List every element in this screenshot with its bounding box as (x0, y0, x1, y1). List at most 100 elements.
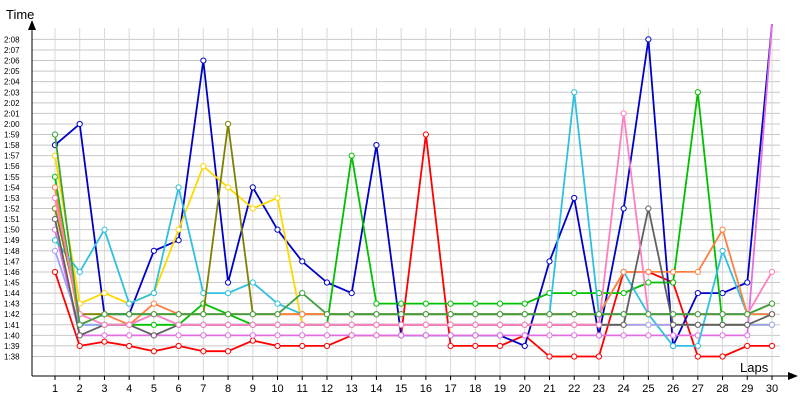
y-tick-label: 1:49 (4, 236, 20, 245)
data-point (175, 226, 182, 233)
data-point (101, 226, 108, 233)
data-point (175, 184, 182, 191)
data-point (101, 289, 108, 297)
data-point (768, 342, 776, 350)
x-tick-label: 18 (469, 383, 481, 395)
data-point (694, 268, 701, 276)
data-point (175, 321, 182, 328)
data-point (373, 321, 380, 328)
data-point (323, 279, 331, 286)
data-point (76, 120, 83, 128)
series-line (54, 133, 772, 358)
x-tick-label: 4 (126, 383, 132, 395)
data-point (51, 268, 59, 276)
data-point (694, 311, 701, 318)
x-tick-label: 25 (642, 383, 654, 395)
data-point (200, 311, 207, 318)
x-tick-label: 6 (176, 383, 182, 395)
data-point (224, 311, 232, 318)
axes: 1:38 1:39 1:401:41 1:421:43 1:441:45 1:46 1:47… (4, 20, 798, 395)
y-tick-label: 1:47 (4, 257, 20, 266)
data-point (51, 247, 59, 254)
data-point (175, 332, 182, 339)
x-tick-label: 20 (519, 383, 531, 395)
data-point (224, 332, 232, 339)
data-point (620, 332, 627, 339)
data-point (76, 268, 83, 276)
x-tick-label: 12 (321, 383, 333, 395)
series-12 (51, 131, 776, 328)
x-tick-label: 23 (593, 383, 605, 395)
data-point (496, 321, 504, 328)
x-tick-label: 30 (766, 383, 778, 395)
data-point (150, 348, 157, 355)
data-point (620, 110, 627, 117)
data-point (694, 342, 701, 350)
y-tick-label: 1:48 (4, 247, 20, 256)
data-point (274, 311, 281, 318)
data-point (472, 342, 479, 350)
data-point (175, 311, 182, 318)
x-tick-label: 17 (444, 383, 456, 395)
data-point (744, 321, 751, 328)
y-tick-label: 1:42 (4, 310, 20, 319)
data-point (422, 300, 429, 307)
y-tick-label: 2:01 (4, 109, 20, 118)
data-point (101, 321, 108, 328)
data-point (595, 321, 603, 328)
y-tick-label: 1:50 (4, 226, 20, 235)
y-axis-title: Time (6, 7, 34, 22)
y-tick-label: 1:40 (4, 331, 20, 340)
data-point (274, 194, 281, 202)
data-point (299, 289, 306, 297)
data-point (76, 321, 83, 328)
data-point (645, 311, 652, 318)
x-tick-label: 14 (370, 383, 382, 395)
data-point (150, 247, 157, 254)
series-line (54, 134, 773, 326)
data-point (101, 332, 108, 339)
data-point (299, 342, 306, 350)
data-point (595, 353, 603, 360)
data-point (670, 321, 677, 328)
data-point (150, 332, 157, 339)
x-tick-label: 22 (568, 383, 580, 395)
series-group (51, 23, 776, 360)
data-point (422, 321, 429, 328)
data-point (249, 332, 256, 339)
data-point (398, 311, 405, 318)
data-point (719, 289, 726, 297)
data-point (373, 332, 380, 339)
data-point (744, 342, 751, 350)
data-point (51, 173, 59, 180)
data-point (645, 279, 652, 286)
data-point (521, 300, 528, 307)
x-tick-label: 15 (395, 383, 407, 395)
data-point (744, 279, 751, 286)
data-point (694, 89, 701, 96)
x-tick-label: 11 (297, 383, 308, 395)
data-point (645, 321, 652, 328)
data-point (348, 332, 355, 339)
y-tick-label: 1:51 (4, 215, 20, 224)
data-point (447, 342, 454, 350)
y-tick-label: 2:00 (4, 120, 20, 129)
y-tick-label: 2:08 (4, 35, 20, 44)
data-point (744, 332, 751, 339)
data-point (224, 348, 232, 355)
y-tick-label: 2:04 (4, 78, 20, 87)
data-point (472, 300, 479, 307)
data-point (521, 342, 528, 350)
data-point (224, 289, 232, 297)
data-point (150, 321, 157, 328)
data-point (249, 184, 256, 191)
data-point (373, 142, 380, 149)
data-point (768, 311, 776, 318)
data-point (521, 311, 528, 318)
data-point (620, 289, 627, 297)
data-point (447, 300, 454, 307)
x-tick-label: 10 (271, 383, 283, 395)
data-point (200, 332, 207, 339)
data-point (126, 300, 133, 307)
data-point (175, 237, 182, 244)
